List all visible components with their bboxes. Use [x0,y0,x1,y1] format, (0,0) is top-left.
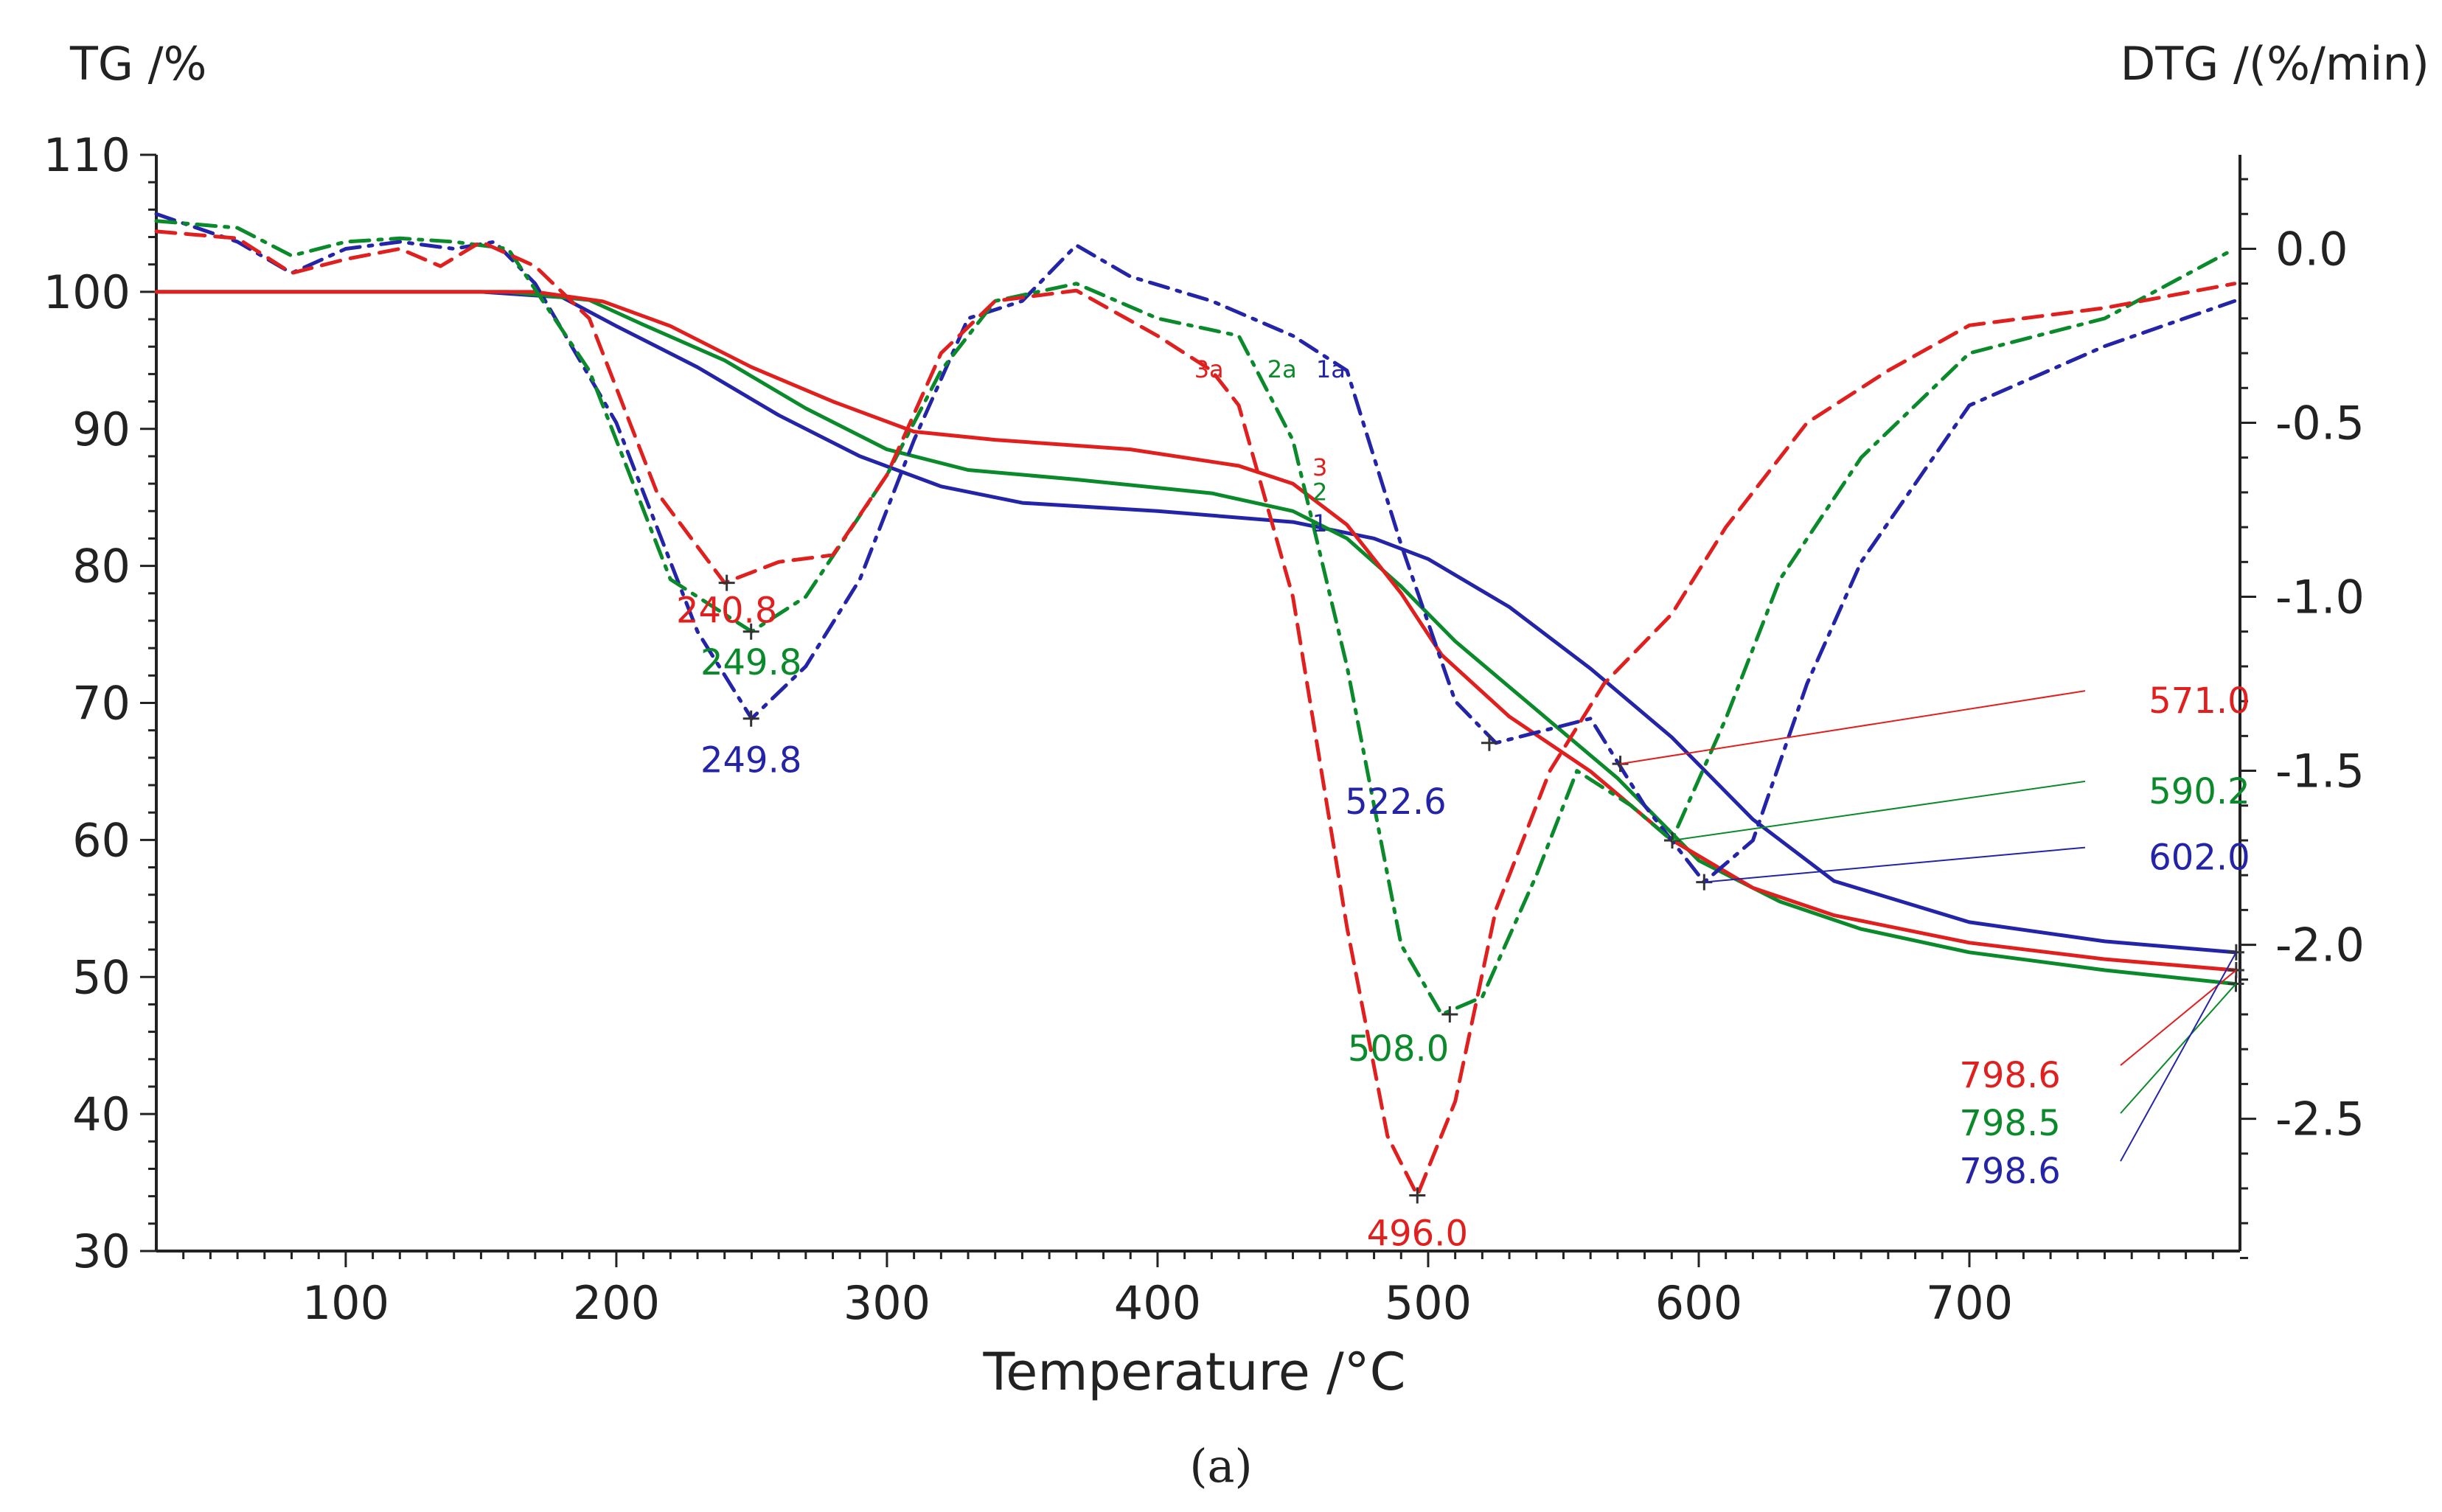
curve-label-3: 3 [1312,453,1327,481]
y-left-tick-label: 80 [72,540,131,593]
left-axis-title: TG /% [69,37,206,91]
peak-label: 240.8 [676,590,777,631]
y-left-tick-label: 100 [44,265,131,319]
curve-label-3a: 3a [1194,355,1224,383]
x-tick-label: 700 [1926,1276,2013,1330]
y-left-tick-label: 90 [72,403,131,456]
tg-curve-2 [154,290,2237,986]
axes: 100 200 300 400 500 600 7003040506070809010011… [44,128,2365,1330]
peak-label: 249.8 [700,739,801,781]
annotation-leader [1704,846,2086,883]
peak-marker [742,623,759,640]
annotation-leader [2120,952,2237,1162]
peak-label: 798.6 [1959,1151,2060,1192]
right-axis-title: DTG /(%/min) [2121,37,2429,91]
peak-marker [1409,1187,1426,1204]
figure-caption: (a) [1189,1439,1252,1493]
dtg-curve-2a [154,219,2237,1017]
peak-marker [1441,1006,1458,1022]
peak-label: 522.6 [1345,781,1446,823]
peak-marker [742,710,759,727]
y-right-tick-label: -2.5 [2275,1093,2365,1146]
curve-labels: 1 23 1a 2a 3a [1194,355,1346,537]
y-left-tick-label: 30 [72,1224,131,1278]
annotation-leader [1672,780,2086,841]
x-axis-title: Temperature /°C [982,1342,1405,1402]
y-left-tick-label: 50 [72,950,131,1004]
x-tick-label: 200 [573,1276,660,1330]
y-left-tick-label: 40 [72,1087,131,1141]
peak-marker [718,574,735,591]
x-tick-label: 300 [843,1276,930,1330]
curve-label-2: 2 [1312,478,1327,506]
x-tick-label: 400 [1114,1276,1201,1330]
annotation-leader [1620,690,2086,765]
peak-label: 602.0 [2149,837,2250,879]
y-left-tick-label: 70 [72,677,131,731]
y-left-tick-label: 60 [72,813,131,867]
y-right-tick-label: -0.5 [2275,396,2365,450]
curve-label-1: 1 [1312,509,1327,537]
peak-label: 496.0 [1367,1213,1468,1254]
y-right-tick-label: -1.5 [2275,745,2365,798]
x-tick-label: 600 [1655,1276,1742,1330]
y-left-tick-label: 110 [44,128,131,182]
peak-label: 508.0 [1348,1028,1449,1070]
y-right-tick-label: -1.0 [2275,571,2365,624]
annotation-leader [2120,983,2237,1114]
tg-curve-3 [154,290,2237,972]
dtg-curve-3a [154,229,2237,1197]
peak-label: 249.8 [700,642,801,683]
x-tick-label: 500 [1385,1276,1472,1330]
peak-annotations: 240.8 249.8 249.8 522.6 508.0 496.0 571.0 590.2… [676,574,2250,1254]
y-right-tick-label: -2.0 [2275,919,2365,972]
series-layer [154,212,2237,1197]
peak-label: 798.6 [1959,1055,2060,1096]
peak-marker [1612,756,1629,773]
curve-label-2a: 2a [1267,355,1297,383]
peak-marker [1481,734,1497,751]
x-tick-label: 100 [302,1276,389,1330]
peak-label: 571.0 [2149,680,2250,722]
peak-label: 798.5 [1959,1103,2060,1144]
tg-curve-1 [154,290,2237,955]
y-right-tick-label: 0.0 [2275,222,2348,276]
curve-label-1a: 1a [1316,355,1346,383]
peak-label: 590.2 [2149,771,2250,812]
peak-marker [2227,944,2244,961]
